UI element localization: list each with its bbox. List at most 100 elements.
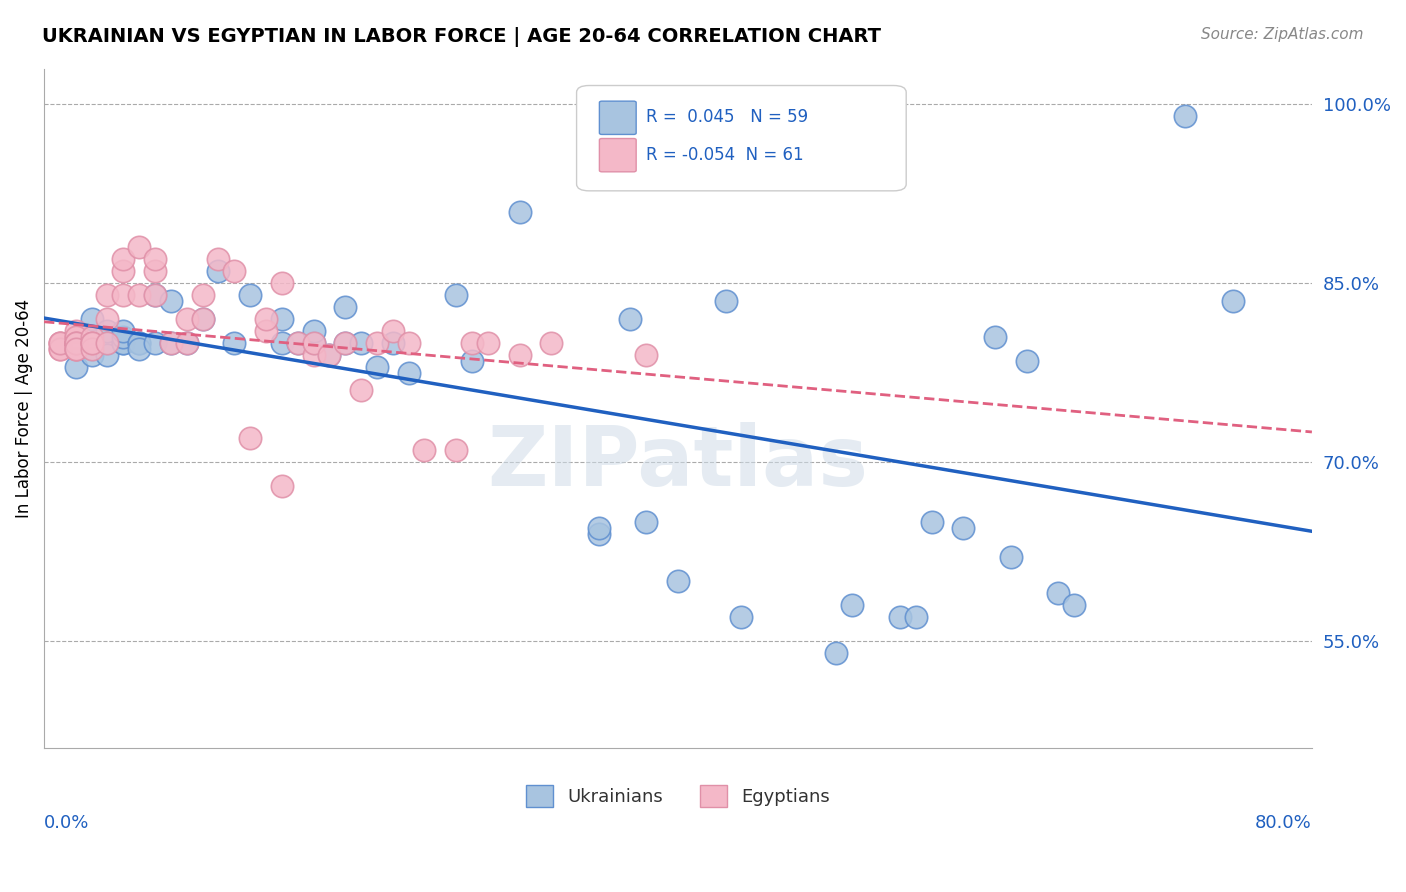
- Point: [619, 312, 641, 326]
- Point: [335, 300, 357, 314]
- Point: [714, 293, 737, 308]
- Point: [444, 443, 467, 458]
- Point: [65, 342, 87, 356]
- Point: [350, 335, 373, 350]
- Point: [191, 312, 214, 326]
- Point: [143, 335, 166, 350]
- Text: 0.0%: 0.0%: [44, 814, 90, 831]
- Point: [65, 324, 87, 338]
- Point: [318, 348, 340, 362]
- Point: [666, 574, 689, 589]
- Point: [461, 335, 484, 350]
- Point: [49, 342, 72, 356]
- Point: [128, 288, 150, 302]
- Text: ZIPatlas: ZIPatlas: [488, 422, 869, 503]
- Point: [65, 335, 87, 350]
- Point: [143, 264, 166, 278]
- FancyBboxPatch shape: [599, 138, 636, 172]
- Point: [350, 384, 373, 398]
- Legend: Ukrainians, Egyptians: Ukrainians, Egyptians: [519, 778, 837, 814]
- Point: [540, 335, 562, 350]
- Point: [49, 335, 72, 350]
- Point: [96, 335, 118, 350]
- Point: [96, 324, 118, 338]
- Point: [302, 348, 325, 362]
- Point: [80, 335, 103, 350]
- Point: [65, 335, 87, 350]
- Point: [224, 335, 246, 350]
- Point: [1222, 293, 1244, 308]
- Point: [96, 335, 118, 350]
- Point: [112, 335, 135, 350]
- Point: [287, 335, 309, 350]
- Point: [381, 324, 404, 338]
- Point: [96, 288, 118, 302]
- Point: [160, 335, 183, 350]
- FancyBboxPatch shape: [599, 101, 636, 135]
- Point: [239, 431, 262, 445]
- Point: [80, 335, 103, 350]
- Point: [509, 348, 531, 362]
- Point: [398, 335, 420, 350]
- Point: [952, 520, 974, 534]
- Point: [160, 335, 183, 350]
- Text: R = -0.054  N = 61: R = -0.054 N = 61: [647, 145, 804, 164]
- Text: 80.0%: 80.0%: [1256, 814, 1312, 831]
- Point: [65, 330, 87, 344]
- Point: [80, 348, 103, 362]
- Point: [366, 335, 388, 350]
- Point: [413, 443, 436, 458]
- Point: [588, 526, 610, 541]
- Point: [254, 312, 277, 326]
- Point: [128, 342, 150, 356]
- Point: [270, 276, 292, 290]
- Point: [80, 342, 103, 356]
- Point: [112, 330, 135, 344]
- Point: [287, 335, 309, 350]
- Point: [176, 335, 198, 350]
- Point: [65, 335, 87, 350]
- Point: [80, 335, 103, 350]
- Point: [65, 342, 87, 356]
- Point: [49, 342, 72, 356]
- Point: [65, 342, 87, 356]
- Point: [80, 342, 103, 356]
- Point: [143, 288, 166, 302]
- Point: [112, 335, 135, 350]
- Point: [841, 598, 863, 612]
- Point: [112, 252, 135, 267]
- Point: [176, 335, 198, 350]
- Point: [636, 515, 658, 529]
- Point: [128, 240, 150, 254]
- Point: [112, 288, 135, 302]
- Point: [239, 288, 262, 302]
- Point: [254, 324, 277, 338]
- Point: [65, 359, 87, 374]
- Point: [270, 335, 292, 350]
- Point: [207, 252, 229, 267]
- Point: [143, 288, 166, 302]
- Point: [270, 479, 292, 493]
- Point: [398, 366, 420, 380]
- Point: [191, 312, 214, 326]
- Point: [65, 335, 87, 350]
- Point: [1047, 586, 1070, 600]
- Point: [65, 335, 87, 350]
- Point: [143, 252, 166, 267]
- Point: [1174, 109, 1197, 123]
- Text: UKRAINIAN VS EGYPTIAN IN LABOR FORCE | AGE 20-64 CORRELATION CHART: UKRAINIAN VS EGYPTIAN IN LABOR FORCE | A…: [42, 27, 882, 46]
- Point: [636, 348, 658, 362]
- Point: [302, 335, 325, 350]
- Point: [335, 335, 357, 350]
- Point: [65, 335, 87, 350]
- Point: [1015, 353, 1038, 368]
- Point: [444, 288, 467, 302]
- Point: [96, 348, 118, 362]
- Point: [730, 610, 752, 624]
- Point: [381, 335, 404, 350]
- Point: [49, 335, 72, 350]
- Point: [302, 324, 325, 338]
- Point: [112, 324, 135, 338]
- Point: [270, 312, 292, 326]
- Point: [904, 610, 927, 624]
